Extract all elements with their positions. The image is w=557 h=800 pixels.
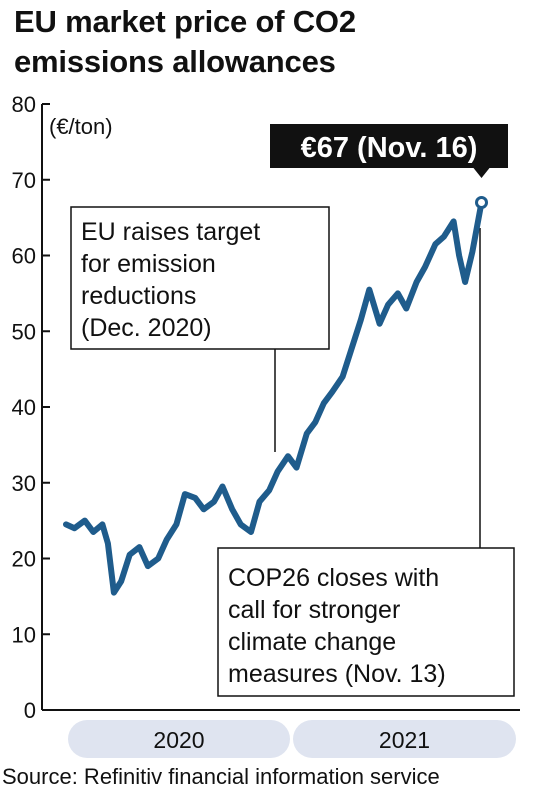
annotation-text-line: measures (Nov. 13) — [228, 660, 446, 688]
callout-text: €67 (Nov. 16) — [301, 132, 478, 164]
price-series-line — [63, 199, 485, 596]
callout-pointer — [473, 168, 490, 178]
x-band-2021 — [293, 720, 516, 758]
y-tick-label: 10 — [12, 622, 36, 647]
title-line-2: emissions allowances — [14, 44, 336, 79]
annotation-text-line: for emission — [81, 250, 216, 278]
annotation-text-line: EU raises target — [81, 218, 260, 246]
y-axis-unit: (€/ton) — [49, 114, 113, 139]
annotation-text-line: climate change — [228, 628, 396, 656]
annotation-text-line: (Dec. 2020) — [81, 314, 212, 342]
y-tick-label: 80 — [12, 92, 36, 117]
y-tick-label: 30 — [12, 471, 36, 496]
y-tick-label: 0 — [24, 698, 36, 723]
x-band-2020 — [68, 720, 290, 758]
title-line-1: EU market price of CO2 — [14, 4, 356, 39]
annotation-text-line: reductions — [81, 282, 196, 310]
y-tick-label: 70 — [12, 168, 36, 193]
annotation-text-line: COP26 closes with — [228, 564, 439, 592]
y-tick-label: 20 — [12, 547, 36, 572]
latest-point-marker — [475, 195, 489, 209]
y-tick-label: 60 — [12, 244, 36, 269]
annotation-text-line: call for stronger — [228, 596, 400, 624]
callout-box — [270, 124, 508, 168]
source-note: Source: Refinitiv financial information … — [2, 764, 440, 789]
x-band-label: 2021 — [379, 727, 430, 753]
y-tick-label: 50 — [12, 319, 36, 344]
chart-title: EU market price of CO2 emissions allowan… — [14, 2, 549, 82]
x-band-label: 2020 — [153, 727, 204, 753]
annotation-box — [70, 206, 330, 350]
y-tick-label: 40 — [12, 395, 36, 420]
annotation-box — [217, 547, 515, 697]
